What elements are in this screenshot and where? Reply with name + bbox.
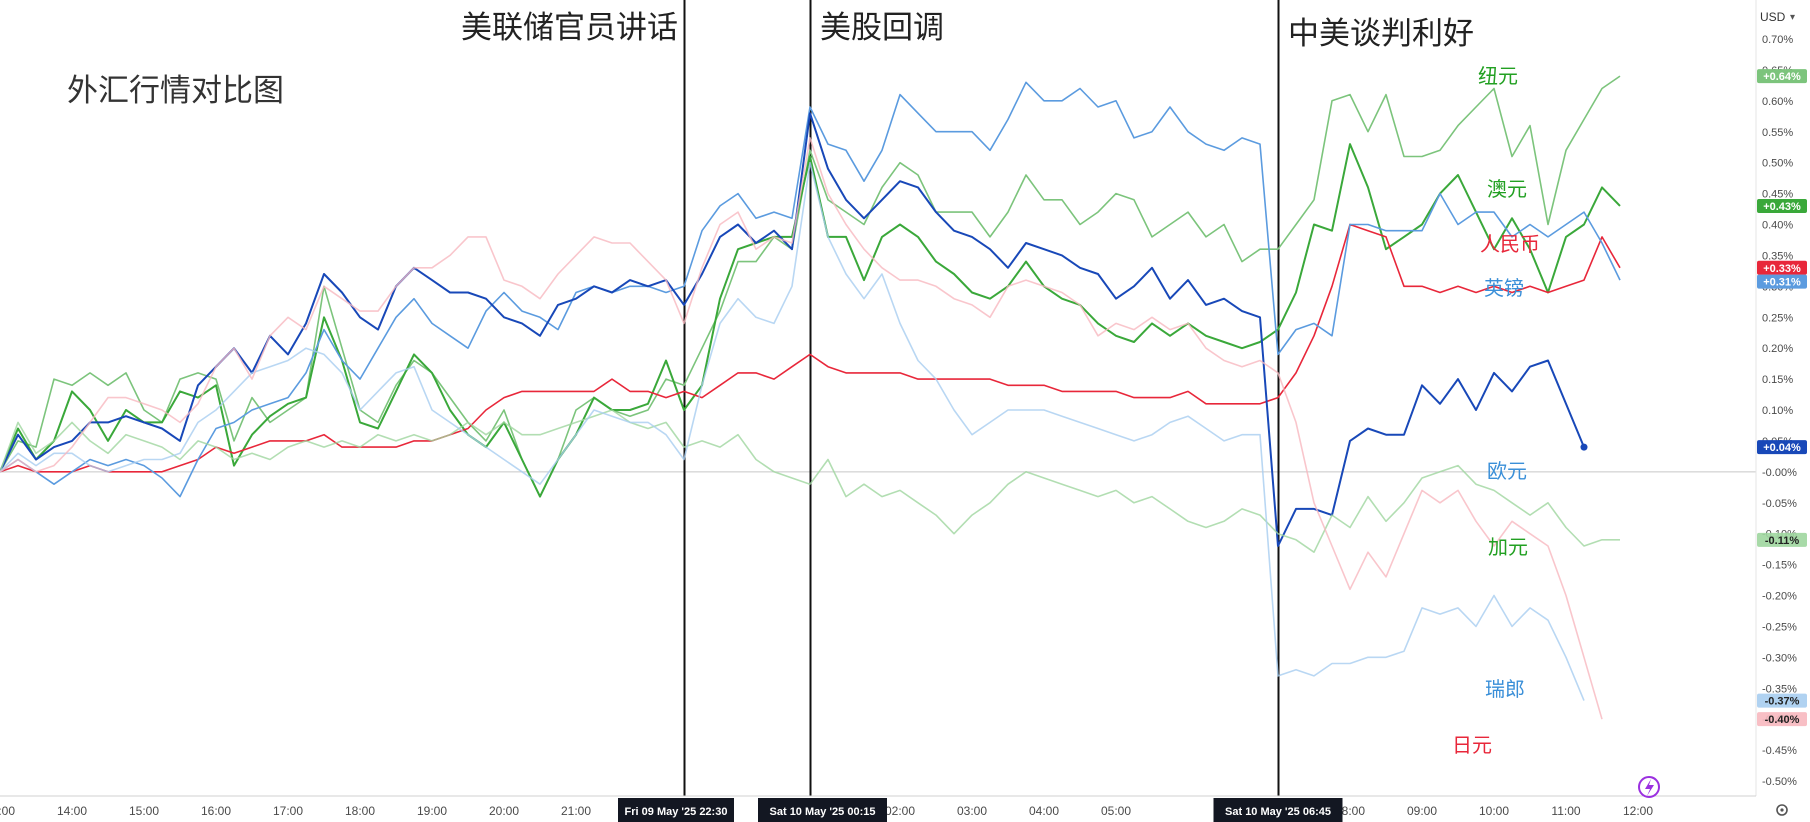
series-label-2: 澳元 — [1487, 178, 1527, 201]
y-tick-label: -0.50% — [1762, 776, 1797, 788]
event-time-box-1 — [618, 798, 734, 822]
event-time-label-1: Fri 09 May '25 22:30 — [625, 806, 728, 818]
last-value-badge-4 — [1757, 274, 1807, 289]
last-value-text-5: +0.04% — [1763, 442, 1801, 454]
y-tick-label: 0.70% — [1762, 34, 1793, 46]
y-tick-label: 0.15% — [1762, 374, 1793, 386]
y-tick-label: 0.20% — [1762, 343, 1793, 355]
last-value-badge-1 — [1757, 69, 1807, 84]
chart-title: 外汇行情对比图 — [67, 73, 284, 108]
y-tick-label: -0.35% — [1762, 683, 1797, 695]
last-value-text-4: +0.31% — [1763, 277, 1801, 289]
x-tick-label: 16:00 — [201, 804, 231, 818]
crosshair-time-labels: Fri 09 May '25 22:30 Sat 10 May '25 00:15… — [618, 798, 1343, 822]
event-time-label-2: Sat 10 May '25 00:15 — [770, 806, 876, 818]
series-label-6: 加元 — [1488, 536, 1528, 559]
series-label-8: 日元 — [1452, 735, 1492, 757]
last-value-text-8: -0.40% — [1765, 714, 1800, 726]
y-tick-label: 0.55% — [1762, 127, 1793, 139]
last-value-badges: +0.64% +0.43% +0.33% +0.31% +0.04% -0.11% -0.3… — [1757, 69, 1807, 727]
x-tick-label: 13:00 — [0, 804, 15, 818]
time-ticks: 13:00 14:00 15:00 16:00 17:00 18:00 19:00 20:00… — [0, 804, 1653, 818]
x-tick-label: 17:00 — [273, 804, 303, 818]
y-tick-label: -0.45% — [1762, 745, 1797, 757]
y-tick-label: 0.60% — [1762, 96, 1793, 108]
x-tick-label: 15:00 — [129, 804, 159, 818]
x-tick-label: 19:00 — [417, 804, 447, 818]
series-label-7: 瑞郎 — [1485, 678, 1525, 701]
series-label-4: 英镑 — [1484, 277, 1524, 300]
series-line-4 — [0, 81, 1621, 498]
event-time-label-3: Sat 10 May '25 06:45 — [1225, 806, 1331, 818]
series-label-3: 人民币 — [1480, 233, 1540, 256]
last-value-text-3: +0.33% — [1763, 263, 1801, 275]
x-tick-label: 10:00 — [1479, 804, 1509, 818]
event-annotation-1: 美联储官员讲话 — [461, 10, 678, 45]
series-label-1: 纽元 — [1478, 65, 1518, 88]
y-tick-label: -0.20% — [1762, 591, 1797, 603]
y-tick-label: -0.15% — [1762, 560, 1797, 572]
x-tick-label: 20:00 — [489, 804, 519, 818]
lightning-icon[interactable] — [1638, 776, 1660, 798]
x-tick-label: 09:00 — [1407, 804, 1437, 818]
x-tick-label: 08:00 — [1335, 804, 1365, 818]
last-point-marker — [1580, 443, 1588, 451]
last-value-badge-6 — [1757, 532, 1807, 547]
y-tick-label: -0.00% — [1762, 467, 1797, 479]
last-value-badge-8 — [1757, 712, 1807, 727]
series-line-1 — [0, 75, 1621, 498]
last-value-badge-2 — [1757, 198, 1807, 213]
series-layer — [0, 75, 1621, 720]
last-value-badge-3 — [1757, 260, 1807, 275]
x-tick-label: 14:00 — [57, 804, 87, 818]
series-line-8 — [0, 137, 1603, 720]
series-line-2 — [0, 143, 1621, 498]
currency-label: USD — [1760, 10, 1786, 24]
settings-gear-icon[interactable] — [1776, 804, 1788, 816]
x-tick-label: 18:00 — [345, 804, 375, 818]
y-tick-label: 0.35% — [1762, 250, 1793, 262]
last-value-badge-7 — [1757, 693, 1807, 708]
currency-selector[interactable]: USD ▾ — [1757, 2, 1809, 28]
y-tick-label: -0.05% — [1762, 498, 1797, 510]
event-time-box-3 — [1213, 798, 1343, 822]
y-tick-label: -0.30% — [1762, 652, 1797, 664]
x-tick-label: 03:00 — [957, 804, 987, 818]
event-time-box-2 — [758, 798, 887, 822]
last-value-text-7: -0.37% — [1765, 696, 1800, 708]
x-tick-label: 12:00 — [1623, 804, 1653, 818]
time-axis[interactable] — [0, 795, 1810, 822]
event-annotations: 美联储官员讲话 美股回调 中美谈判利好 — [461, 10, 1474, 51]
event-annotation-2: 美股回调 — [820, 10, 944, 45]
y-tick-label: 0.10% — [1762, 405, 1793, 417]
y-tick-label: 0.45% — [1762, 189, 1793, 201]
y-tick-label: 0.25% — [1762, 312, 1793, 324]
price-axis[interactable]: 0.70%0.65%0.60%0.55%0.50%0.45%0.40%0.35%… — [1755, 0, 1810, 796]
last-value-badge-5 — [1757, 440, 1807, 455]
series-line-6 — [0, 409, 1620, 553]
x-tick-label: 11:00 — [1551, 804, 1580, 818]
chevron-down-icon: ▾ — [1790, 12, 1795, 23]
y-tick-label: 0.50% — [1762, 158, 1793, 170]
x-tick-label: 21:00 — [561, 804, 591, 818]
y-tick-label: -0.25% — [1762, 621, 1797, 633]
x-tick-label: 02:00 — [885, 804, 915, 818]
x-tick-label: 05:00 — [1101, 804, 1131, 818]
series-label-5: 欧元 — [1487, 460, 1527, 483]
y-tick-label: 0.40% — [1762, 220, 1793, 232]
event-annotation-3: 中美谈判利好 — [1288, 16, 1474, 51]
x-tick-label: 04:00 — [1029, 804, 1059, 818]
last-value-text-2: +0.43% — [1763, 201, 1801, 213]
last-value-text-1: +0.64% — [1763, 71, 1801, 83]
series-line-7 — [0, 161, 1585, 701]
last-value-text-6: -0.11% — [1765, 535, 1799, 547]
